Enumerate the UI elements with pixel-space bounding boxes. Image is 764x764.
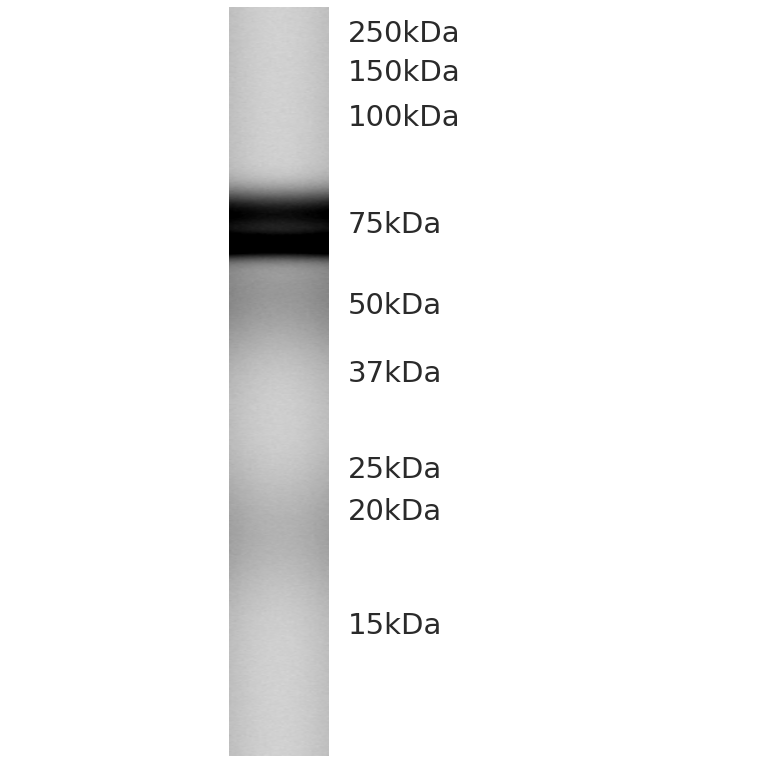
Text: 100kDa: 100kDa — [348, 105, 460, 132]
Text: 250kDa: 250kDa — [348, 21, 460, 48]
Text: 20kDa: 20kDa — [348, 498, 442, 526]
Text: 75kDa: 75kDa — [348, 212, 442, 239]
Text: 37kDa: 37kDa — [348, 361, 442, 388]
Text: 15kDa: 15kDa — [348, 613, 442, 640]
Text: 150kDa: 150kDa — [348, 59, 461, 86]
Text: 50kDa: 50kDa — [348, 292, 442, 319]
Text: 25kDa: 25kDa — [348, 456, 442, 484]
